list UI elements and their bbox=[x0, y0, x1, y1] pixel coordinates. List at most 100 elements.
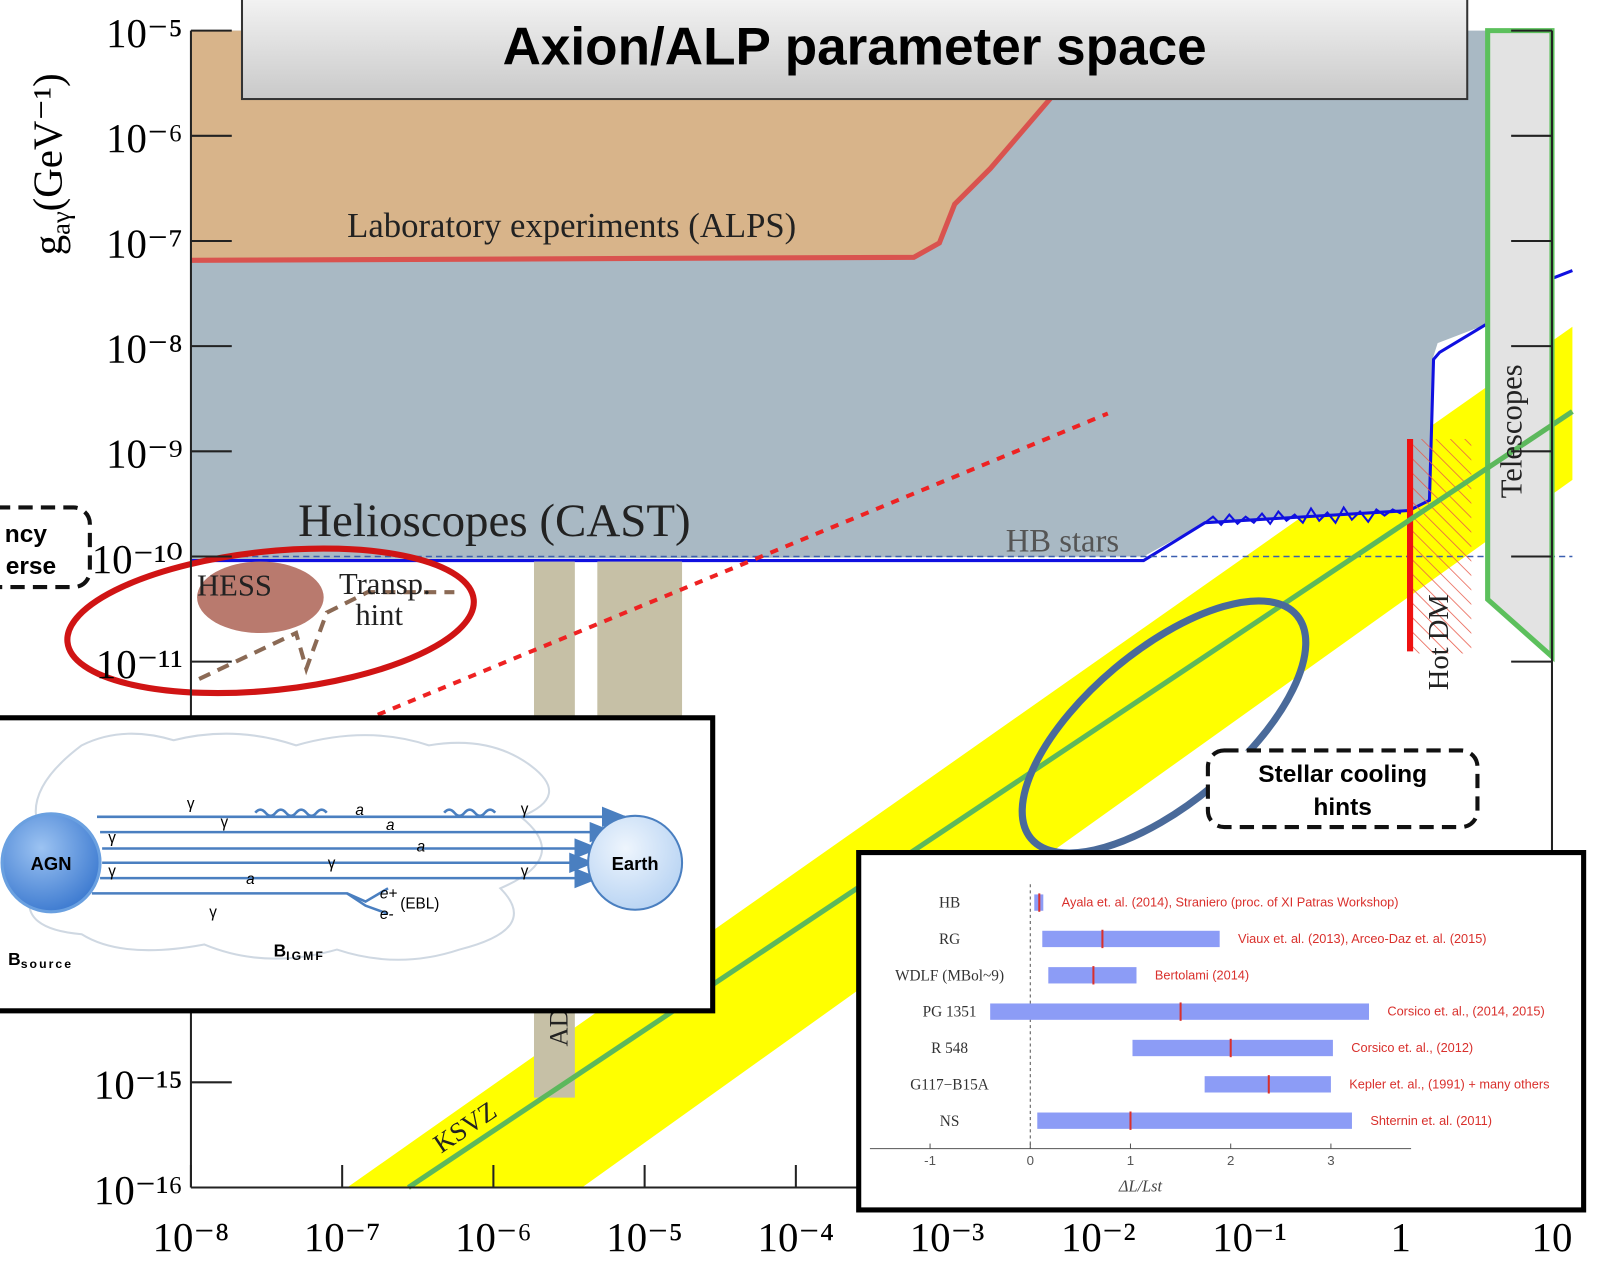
category-label: R 548 bbox=[931, 1040, 968, 1057]
earth bbox=[587, 814, 684, 911]
y-tick-label: 10⁻¹⁵ bbox=[94, 1063, 183, 1108]
citation: Viaux et. al. (2013), Arceo-Daz et. al. … bbox=[1238, 931, 1487, 946]
diagram-inset: AGN Earth γ γ γ γ γ γ γ γ a a a a e+ e- … bbox=[0, 715, 716, 1014]
pair-label: e- bbox=[380, 906, 394, 923]
x-tick-label: 10⁻⁸ bbox=[153, 1215, 230, 1260]
citation: Shternin et. al. (2011) bbox=[1370, 1113, 1492, 1128]
x-tick-label: 3 bbox=[1327, 1153, 1334, 1168]
interval-inset: -1 0 1 2 3 ΔL/Lst HB Ayala et. al. (2014), Stra… bbox=[856, 850, 1587, 1213]
y-axis-label: gaγ(GeV⁻¹) bbox=[25, 73, 75, 255]
citation: Corsico et. al., (2014, 2015) bbox=[1387, 1004, 1544, 1019]
agn bbox=[0, 812, 102, 914]
wiggle bbox=[443, 808, 497, 818]
alp-label: a bbox=[417, 839, 426, 856]
label-hotdm: Hot DM bbox=[1424, 594, 1455, 690]
y-tick-label: 10⁻¹⁰ bbox=[92, 537, 183, 582]
category-label: NS bbox=[940, 1113, 960, 1130]
y-tick-label: 10⁻⁸ bbox=[106, 326, 183, 371]
callout-text: Stellar cooling bbox=[1258, 761, 1427, 788]
photon-label: γ bbox=[328, 855, 336, 872]
photon-label: γ bbox=[108, 829, 116, 846]
x-tick-label: 10⁻¹ bbox=[1212, 1215, 1287, 1260]
photon-label: γ bbox=[221, 814, 229, 831]
hint-ring bbox=[64, 545, 477, 697]
y-tick-label: 10⁻¹⁶ bbox=[94, 1168, 183, 1213]
title-box: Axion/ALP parameter space bbox=[240, 0, 1469, 101]
transparency-hint bbox=[198, 590, 455, 681]
category-label: G117−B15A bbox=[910, 1076, 989, 1093]
interval-bar bbox=[1042, 930, 1220, 948]
alp-label: a bbox=[386, 817, 395, 834]
x-tick-label: 1 bbox=[1127, 1153, 1134, 1168]
citation: Bertolami (2014) bbox=[1155, 967, 1249, 982]
x-tick-label: 10⁻⁷ bbox=[304, 1215, 381, 1260]
title: Axion/ALP parameter space bbox=[503, 17, 1207, 76]
category-label: RG bbox=[939, 931, 960, 948]
ksvz-line bbox=[407, 409, 1574, 1190]
x-axis-label: ΔL/Lst bbox=[1118, 1177, 1163, 1196]
y-tick-label: 10⁻⁹ bbox=[106, 432, 183, 477]
citation: Corsico et. al., (2012) bbox=[1351, 1040, 1473, 1055]
dotted-line bbox=[377, 411, 1109, 717]
y-tick-label: 10⁻¹¹ bbox=[96, 642, 183, 687]
callout-text: erse bbox=[6, 553, 56, 580]
cast-noise bbox=[1204, 505, 1402, 527]
ebl-label: (EBL) bbox=[400, 896, 439, 913]
y-tick-label: 10⁻⁵ bbox=[106, 11, 183, 56]
photon-label: γ bbox=[187, 796, 195, 813]
x-tick-label: 10⁻⁴ bbox=[758, 1215, 835, 1260]
ylabel-subscript: aγ bbox=[45, 211, 75, 235]
label-hb: HB stars bbox=[1006, 523, 1119, 559]
photon-label: γ bbox=[209, 904, 217, 921]
telescopes-region bbox=[1485, 28, 1555, 663]
label-telescopes: Telescopes bbox=[1494, 364, 1528, 498]
cast-limit-right bbox=[1553, 269, 1573, 280]
y-tick-label: 10⁻⁶ bbox=[106, 116, 183, 161]
interval-bar bbox=[1037, 1112, 1352, 1129]
label-admx: AD bbox=[544, 1008, 574, 1046]
x-tick-label: 10⁻⁶ bbox=[455, 1215, 532, 1260]
axis-ticks: 10⁻⁵ 10⁻⁶ 10⁻⁷ 10⁻⁸ 10⁻⁹ 10⁻¹⁰ 10⁻¹¹ 10⁻¹⁵ 10⁻¹⁶… bbox=[92, 11, 1573, 1260]
citation: Kepler et. al., (1991) + many others bbox=[1349, 1076, 1549, 1091]
x-tick-label: 2 bbox=[1227, 1153, 1234, 1168]
label-hess: HESS bbox=[197, 568, 272, 602]
category-label: WDLF (MBol~9) bbox=[895, 967, 1004, 984]
x-tick-label: 10⁻³ bbox=[910, 1215, 985, 1260]
x-tick-label: 1 bbox=[1391, 1215, 1411, 1260]
b-symbol: B bbox=[274, 941, 287, 961]
x-tick-label: 10⁻² bbox=[1061, 1215, 1136, 1260]
callout-box bbox=[0, 505, 92, 590]
callouts: ncy erse Stellar cooling hints bbox=[0, 505, 1480, 830]
b-symbol: B bbox=[8, 949, 21, 969]
alp-label: a bbox=[246, 871, 255, 888]
inset-frame bbox=[856, 850, 1587, 1213]
x-tick-label: 0 bbox=[1027, 1153, 1034, 1168]
category-label: HB bbox=[939, 895, 960, 912]
b-igmf: BIGMF bbox=[274, 941, 325, 963]
b-subscript: source bbox=[21, 957, 73, 971]
pair-label: e+ bbox=[380, 886, 398, 903]
callout-text: hints bbox=[1313, 794, 1372, 821]
region-labels: Laboratory experiments (ALPS) Helioscope… bbox=[25, 73, 1528, 1158]
photon-label: γ bbox=[108, 863, 116, 880]
agn-label: AGN bbox=[31, 853, 72, 874]
interval-bar bbox=[1132, 1039, 1333, 1057]
earth-label: Earth bbox=[612, 853, 659, 874]
alp-label: a bbox=[355, 802, 364, 819]
citation: Ayala et. al. (2014), Straniero (proc. o… bbox=[1062, 895, 1399, 910]
b-source: Bsource bbox=[8, 949, 73, 971]
photon-label: γ bbox=[521, 801, 529, 818]
label-lab: Laboratory experiments (ALPS) bbox=[347, 206, 796, 245]
x-tick-label: 10 bbox=[1532, 1215, 1573, 1260]
beam bbox=[91, 887, 389, 904]
callout-text: ncy bbox=[5, 521, 48, 548]
y-tick-label: 10⁻⁷ bbox=[106, 221, 183, 266]
hess-region bbox=[197, 561, 324, 634]
x-tick-label: -1 bbox=[924, 1153, 936, 1168]
wiggle bbox=[254, 808, 328, 818]
photon-label: γ bbox=[521, 863, 529, 880]
beam bbox=[346, 892, 389, 916]
x-tick-label: 10⁻⁵ bbox=[606, 1215, 683, 1260]
